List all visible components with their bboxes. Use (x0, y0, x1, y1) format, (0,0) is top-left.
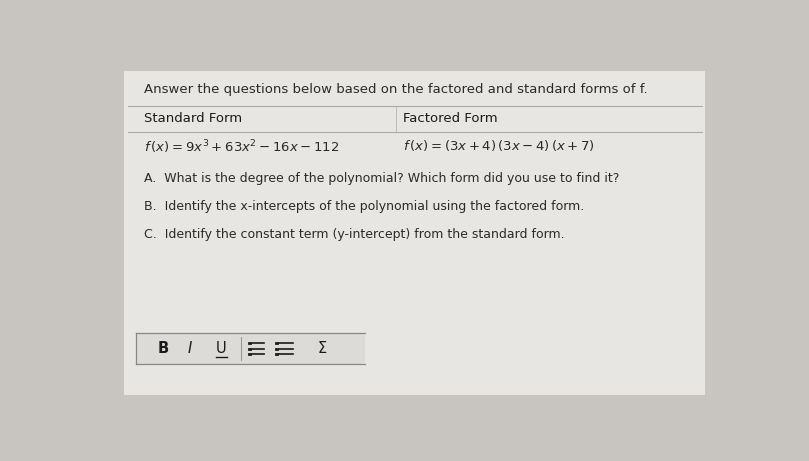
Bar (136, 333, 365, 364)
Text: U: U (216, 341, 227, 356)
Text: B.  Identify the x-intercepts of the polynomial using the factored form.: B. Identify the x-intercepts of the poly… (144, 200, 584, 213)
FancyBboxPatch shape (125, 71, 705, 395)
Text: $f\,(x) = (3x + 4)\,(3x - 4)\,(x + 7)$: $f\,(x) = (3x + 4)\,(3x - 4)\,(x + 7)$ (404, 138, 595, 154)
Text: Factored Form: Factored Form (404, 112, 498, 124)
Text: $f\,(x) = 9x^3 + 63x^2 - 16x - 112$: $f\,(x) = 9x^3 + 63x^2 - 16x - 112$ (144, 138, 339, 156)
Text: Answer the questions below based on the factored and standard forms of f.: Answer the questions below based on the … (144, 83, 647, 96)
Text: C.  Identify the constant term (y-intercept) from the standard form.: C. Identify the constant term (y-interce… (144, 228, 565, 241)
Text: B: B (158, 341, 169, 356)
Text: Σ: Σ (317, 341, 327, 356)
Text: I: I (188, 341, 193, 356)
Text: Standard Form: Standard Form (144, 112, 242, 124)
Text: A.  What is the degree of the polynomial? Which form did you use to find it?: A. What is the degree of the polynomial?… (144, 171, 619, 184)
